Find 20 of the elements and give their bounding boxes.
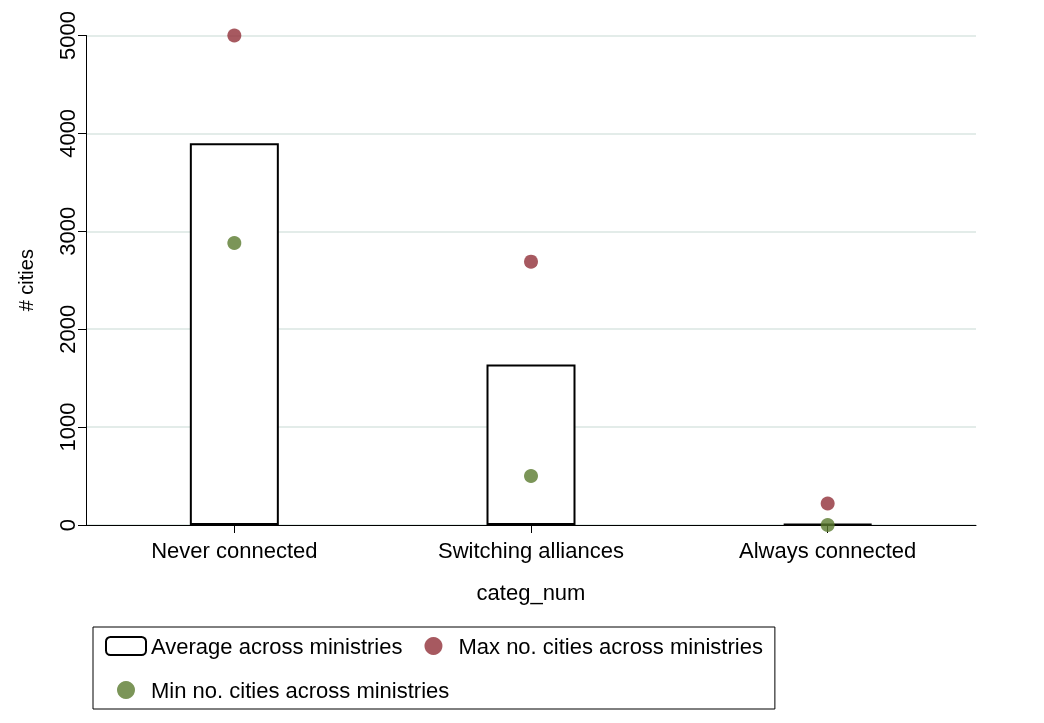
point [820, 518, 835, 532]
y-tick-label: 5000 [54, 10, 80, 60]
y-tick-label: 3000 [54, 206, 80, 256]
point [227, 28, 242, 43]
point [227, 236, 242, 251]
x-tick-label: Switching alliances [438, 537, 624, 563]
y-tick-label: 0 [54, 518, 80, 532]
point [820, 496, 835, 511]
x-tick-label: Never connected [151, 537, 318, 563]
y-axis-title: # cities [15, 249, 37, 312]
legend-label: Min no. cities across ministries [151, 677, 450, 703]
point [524, 254, 538, 269]
y-tick-label: 4000 [54, 108, 80, 158]
legend-label: Average across ministries [151, 633, 403, 659]
legend-label: Max no. cities across ministries [458, 633, 763, 659]
y-tick-label: 2000 [54, 304, 80, 354]
x-tick-label: Always connected [739, 537, 917, 563]
point [524, 469, 538, 484]
y-tick-label: 1000 [54, 402, 80, 452]
x-axis-title: categ_num [476, 579, 586, 605]
